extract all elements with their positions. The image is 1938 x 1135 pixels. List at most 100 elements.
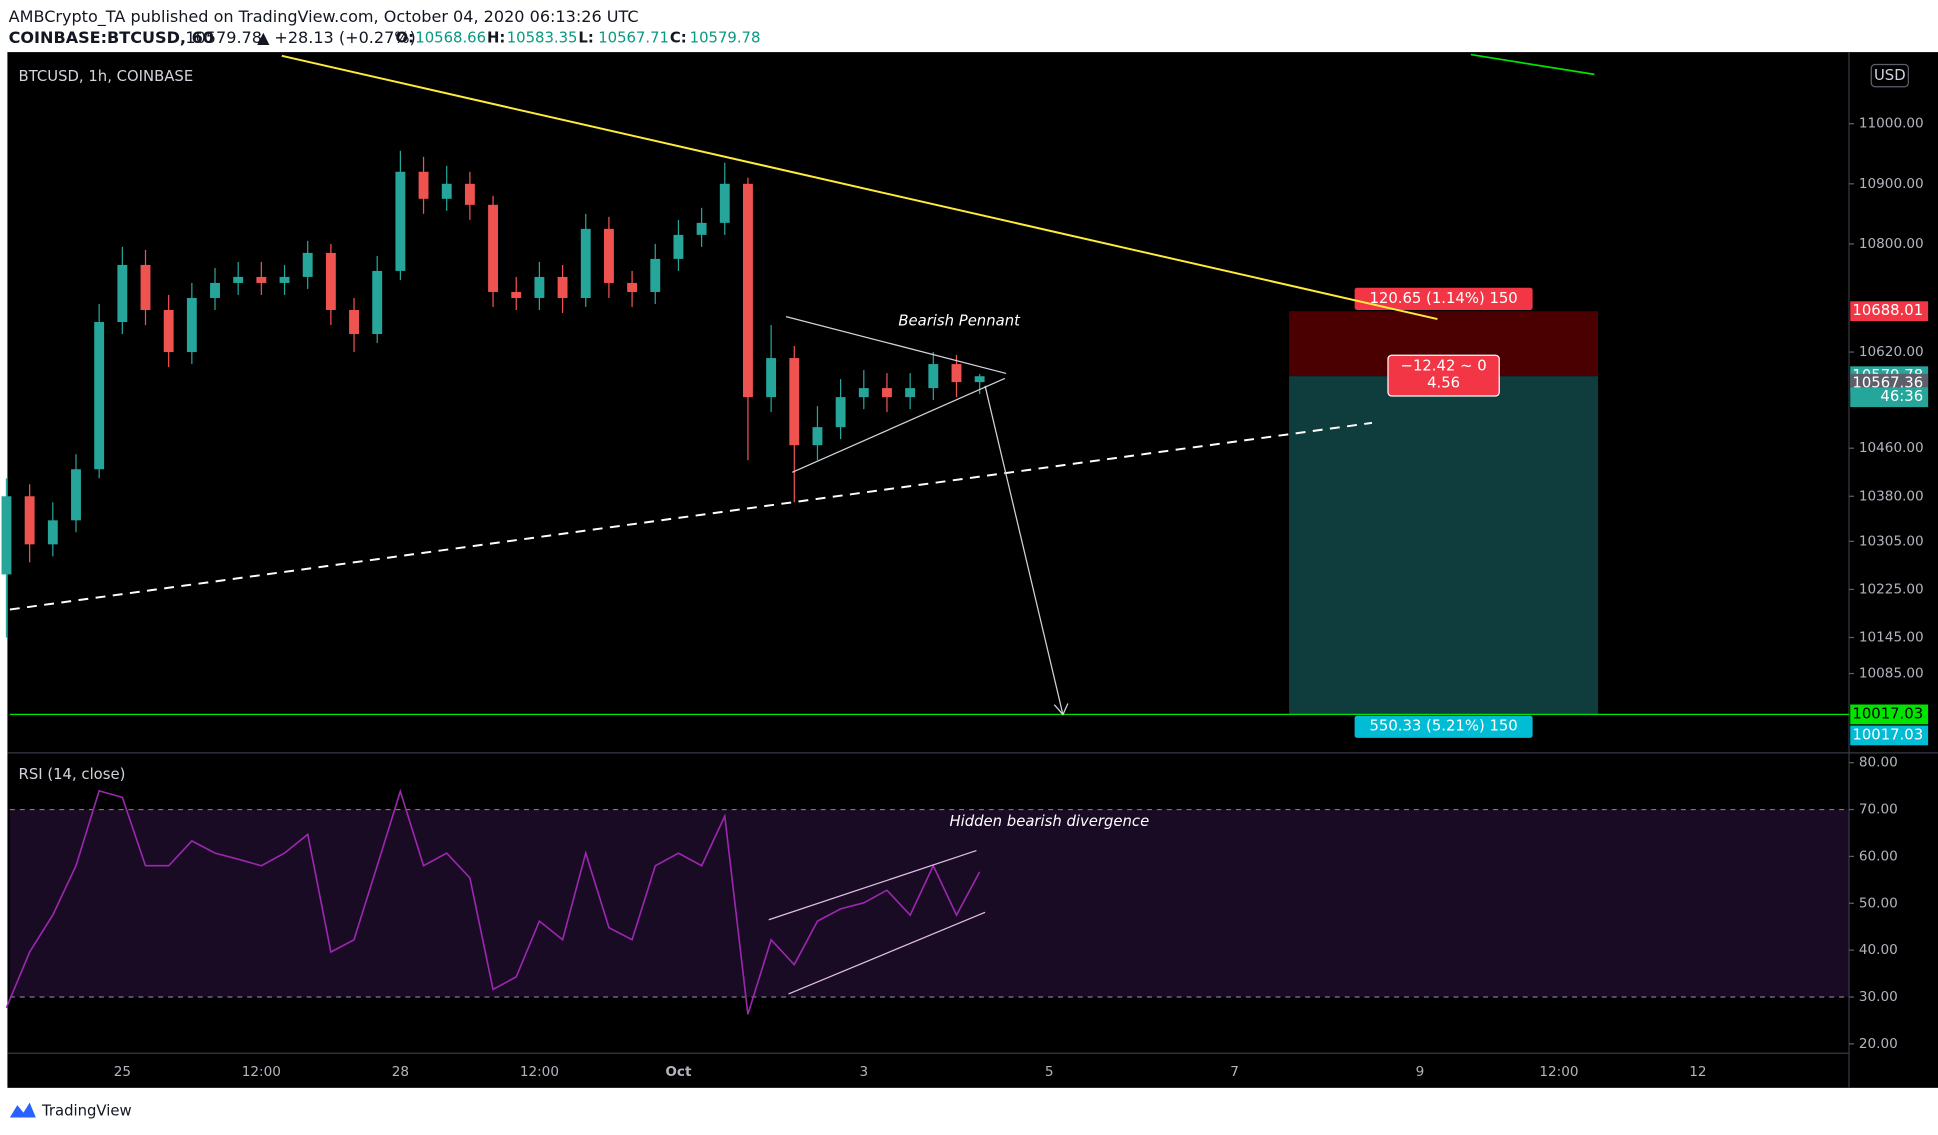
candle-body: [325, 252, 336, 310]
candle-body: [627, 282, 638, 292]
x-tick-label: 12:00: [1539, 1064, 1578, 1080]
candle-body: [905, 388, 916, 398]
candle-body: [418, 171, 429, 199]
y-tick-label: 10380.00: [1859, 488, 1924, 504]
candle-body: [349, 309, 359, 335]
candle-body: [743, 183, 753, 398]
y-tick-label: 10145.00: [1859, 629, 1924, 645]
candle-body: [951, 364, 962, 383]
candle-body: [974, 376, 985, 383]
candle-body: [47, 520, 58, 545]
candle-body: [580, 228, 591, 298]
price-badge-label: 10017.03: [1852, 726, 1923, 743]
ohlc-value: 10583.35: [507, 30, 578, 47]
candle-body: [372, 270, 383, 335]
ohlc-label: C:: [670, 30, 687, 47]
ohlc-label: H:: [487, 30, 505, 47]
currency-box[interactable]: [1870, 63, 1909, 88]
candle-body: [302, 252, 313, 277]
candle-body: [673, 234, 684, 259]
price-badge: [1850, 301, 1929, 322]
x-tick-label: 5: [1045, 1064, 1054, 1080]
candle-body: [210, 282, 220, 298]
candle-body: [928, 364, 939, 389]
price-badge-label: 10017.03: [1852, 705, 1923, 722]
candle-body: [696, 222, 707, 235]
candle-body: [395, 171, 406, 271]
support-line: [9, 421, 1373, 611]
pane-title: RSI (14, close): [19, 766, 126, 783]
candle-body: [140, 264, 151, 310]
candle-body: [719, 183, 730, 223]
y-tick-label: 60.00: [1859, 848, 1898, 864]
candle-body: [812, 427, 823, 446]
pattern-label: Bearish Pennant: [898, 313, 1021, 330]
brand-logo: [9, 1102, 36, 1118]
price-badge: [1850, 725, 1929, 746]
ohlc-label: L:: [578, 30, 593, 47]
y-tick-label: 50.00: [1859, 895, 1898, 911]
candle-body: [511, 291, 522, 298]
candle-body: [71, 469, 81, 521]
ohlc-value: 10567.71: [598, 30, 669, 47]
x-tick-label: 9: [1416, 1064, 1425, 1080]
x-tick-label: 25: [114, 1064, 131, 1080]
pennant-line: [792, 377, 1006, 473]
candle-body: [233, 276, 244, 283]
ratio-value: 4.56: [1427, 375, 1460, 392]
projection-arrow: [984, 385, 1064, 715]
y-tick-label: 10460.00: [1859, 440, 1924, 456]
channel-line: [768, 849, 977, 921]
target-zone: [1289, 376, 1599, 715]
candle-body: [94, 322, 105, 470]
ratio-label: −12.42 ~ 0: [1401, 357, 1487, 374]
y-tick-label: 10620.00: [1859, 344, 1924, 360]
candle-body: [279, 276, 290, 283]
brand: TradingView: [41, 1102, 132, 1119]
candle-body: [858, 388, 869, 398]
x-tick-label: 12: [1689, 1064, 1706, 1080]
candle-body: [163, 309, 174, 353]
candle-body: [256, 276, 267, 283]
candle-body: [789, 358, 800, 446]
candle-body: [1, 496, 12, 575]
y-tick-label: 10225.00: [1859, 581, 1924, 597]
candle-body: [603, 228, 614, 283]
ohlc-value: 10568.66: [415, 30, 486, 47]
x-tick-label: Oct: [665, 1064, 692, 1080]
trend-line: [1470, 53, 1595, 76]
x-tick-label: 28: [392, 1064, 409, 1080]
x-tick-label: 12:00: [520, 1064, 559, 1080]
candle-body: [441, 183, 452, 199]
stop-badge: [1354, 287, 1533, 310]
candle-body: [117, 264, 128, 323]
y-tick-label: 20.00: [1859, 1036, 1898, 1052]
currency[interactable]: USD: [1874, 67, 1906, 84]
rsi-band: [9, 809, 1850, 998]
y-tick-label: 11000.00: [1859, 116, 1924, 132]
countdown: 46:36: [1880, 388, 1923, 405]
trend-line: [281, 54, 1438, 321]
candle-body: [24, 496, 35, 545]
channel-line: [788, 911, 986, 995]
candle-body: [186, 297, 197, 353]
last-price: 10579.78: [185, 28, 262, 47]
ohlc-value: 10579.78: [690, 30, 761, 47]
y-tick-label: 80.00: [1859, 755, 1898, 771]
ohlc-label: O:: [396, 30, 415, 47]
candle-body: [464, 183, 475, 205]
y-tick-label: 70.00: [1859, 802, 1898, 818]
candle-body: [766, 358, 777, 398]
publisher: AMBCrypto_TA published on TradingView.co…: [9, 7, 639, 27]
price-badge-label: 10688.01: [1852, 302, 1923, 319]
change-arrow: ▲: [257, 28, 270, 47]
x-tick-label: 3: [859, 1064, 868, 1080]
divergence-label: Hidden bearish divergence: [949, 813, 1149, 830]
candle-body: [650, 258, 661, 292]
y-tick-label: 10085.00: [1859, 666, 1924, 682]
rsi-line: [5, 788, 981, 1015]
candle-body: [534, 276, 545, 298]
countdown-badge: [1850, 387, 1929, 408]
stop-label: 120.65 (1.14%) 150: [1369, 290, 1517, 307]
